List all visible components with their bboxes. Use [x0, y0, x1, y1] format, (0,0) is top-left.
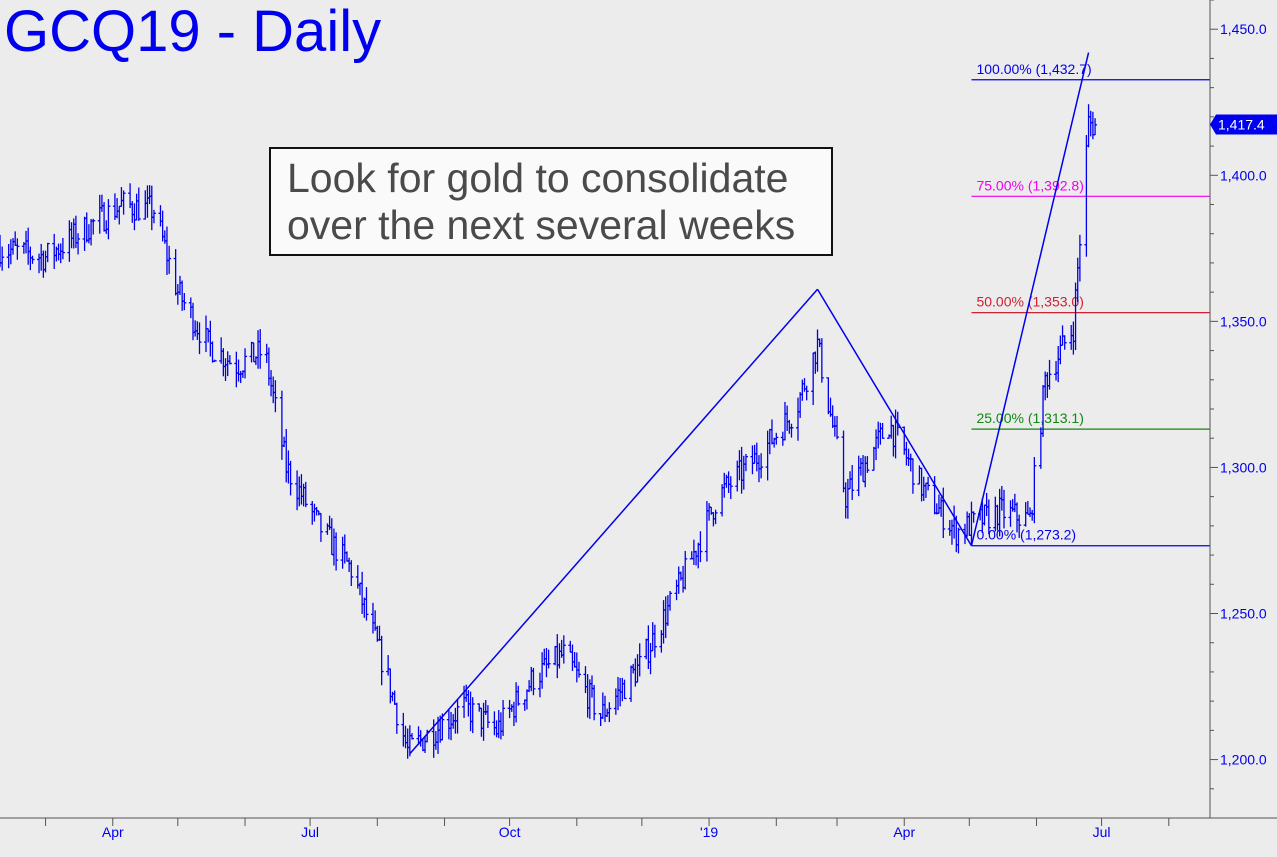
- fib-label: 75.00% (1,392.8): [976, 177, 1083, 193]
- x-tick-label: Oct: [499, 824, 521, 840]
- zigzag-segment: [409, 288, 819, 755]
- x-tick-label: Apr: [102, 824, 124, 840]
- fib-label: 0.00% (1,273.2): [976, 527, 1076, 543]
- chart-title: GCQ19 - Daily: [4, 0, 382, 64]
- y-tick-label: 1,250.0: [1220, 606, 1267, 622]
- annotation-box: Look for gold to consolidate over the ne…: [269, 147, 833, 256]
- fibonacci-levels: 100.00% (1,432.7)75.00% (1,392.8)50.00% …: [971, 61, 1210, 547]
- x-tick-label: Apr: [893, 824, 915, 840]
- y-tick-label: 1,450.0: [1220, 21, 1267, 37]
- x-tick-label: Jul: [1093, 824, 1111, 840]
- y-tick-label: 1,300.0: [1220, 459, 1267, 475]
- x-tick-label: Jul: [301, 824, 319, 840]
- price-bars: [0, 104, 1098, 759]
- annotation-line-1: Look for gold to consolidate: [287, 155, 789, 201]
- fib-label: 100.00% (1,432.7): [976, 61, 1091, 77]
- zigzag-trendlines: [409, 52, 1090, 755]
- last-price-tag: [1210, 114, 1277, 135]
- y-tick-label: 1,200.0: [1220, 752, 1267, 768]
- y-tick-label: 1,350.0: [1220, 313, 1267, 329]
- zigzag-segment: [970, 52, 1090, 546]
- zigzag-segment: [816, 288, 973, 547]
- annotation-line-2: over the next several weeks: [287, 202, 796, 248]
- fib-label: 25.00% (1,313.1): [976, 410, 1083, 426]
- last-price-label: 1,417.4: [1218, 116, 1265, 132]
- y-tick-label: 1,400.0: [1220, 167, 1267, 183]
- x-tick-label: '19: [700, 824, 718, 840]
